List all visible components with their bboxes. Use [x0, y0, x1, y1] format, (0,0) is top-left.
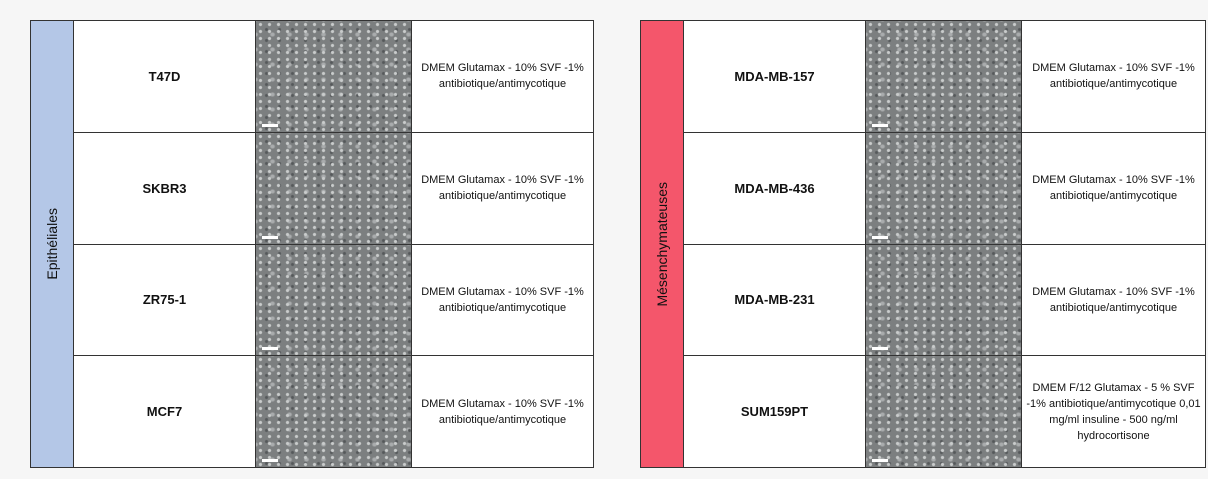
culture-medium: DMEM Glutamax - 10% SVF -1% antibiotique… — [421, 62, 584, 91]
culture-medium: DMEM F/12 Glutamax - 5 % SVF -1% antibio… — [1026, 381, 1201, 442]
cell-line: MDA-MB-157 — [684, 21, 866, 132]
scale-bar — [872, 123, 888, 127]
culture-medium: DMEM Glutamax - 10% SVF -1% antibiotique… — [1032, 174, 1195, 203]
table-row: SUM159PT DMEM F/12 Glutamax - 5 % SVF -1%… — [684, 356, 1205, 467]
scale-bar — [872, 459, 888, 462]
culture-medium: DMEM Glutamax - 10% SVF -1% antibiotique… — [421, 174, 584, 203]
rows: T47D DMEM Glutamax - 10% SVF -1% antibiot… — [74, 21, 593, 467]
table-row: T47D DMEM Glutamax - 10% SVF -1% antibiot… — [74, 21, 593, 133]
scale-bar — [262, 123, 278, 127]
scale-bar — [262, 459, 278, 462]
cell-line: ZR75-1 — [74, 244, 256, 356]
group-label: Epithéliales — [44, 208, 60, 280]
scale-bar — [262, 347, 278, 351]
scale-bar — [262, 235, 278, 239]
cell-line: MDA-MB-436 — [684, 132, 866, 244]
micrograph — [256, 244, 412, 356]
table-row: SKBR3 DMEM Glutamax - 10% SVF -1% antibio… — [74, 132, 593, 245]
culture-medium: DMEM Glutamax - 10% SVF -1% antibiotique… — [421, 397, 584, 426]
table-row: MDA-MB-157 DMEM Glutamax - 10% SVF -1% an… — [684, 21, 1205, 133]
micrograph — [256, 21, 412, 132]
group-cell: Epithéliales — [31, 21, 74, 467]
cell-table: Epithéliales T47D DMEM Glutamax - 10% SVF … — [30, 20, 594, 468]
micrograph — [866, 356, 1022, 467]
group-label: Mésenchymateuses — [654, 181, 670, 307]
cell-line: T47D — [74, 21, 256, 132]
micrograph — [866, 132, 1022, 244]
cell-table: Mésenchymateuses MDA-MB-157 DMEM Glutamax … — [640, 20, 1206, 468]
table-row: MDA-MB-436 DMEM Glutamax - 10% SVF -1% an… — [684, 132, 1205, 245]
culture-medium: DMEM Glutamax - 10% SVF -1% antibiotique… — [421, 285, 584, 314]
cell-line: MCF7 — [74, 356, 256, 467]
culture-medium: DMEM Glutamax - 10% SVF -1% antibiotique… — [1032, 285, 1195, 314]
micrograph — [866, 244, 1022, 356]
table-row: ZR75-1 DMEM Glutamax - 10% SVF -1% antibi… — [74, 244, 593, 357]
cell-line: MDA-MB-231 — [684, 244, 866, 356]
culture-medium: DMEM Glutamax - 10% SVF -1% antibiotique… — [1032, 62, 1195, 91]
rows: MDA-MB-157 DMEM Glutamax - 10% SVF -1% an… — [684, 21, 1205, 467]
cell-line: SKBR3 — [74, 132, 256, 244]
micrograph — [866, 21, 1022, 132]
micrograph — [256, 132, 412, 244]
micrograph — [256, 356, 412, 467]
table-row: MCF7 DMEM Glutamax - 10% SVF -1% antibiot… — [74, 356, 593, 467]
table-row: MDA-MB-231 DMEM Glutamax - 10% SVF -1% an… — [684, 244, 1205, 357]
cell-line: SUM159PT — [684, 356, 866, 467]
scale-bar — [872, 235, 888, 239]
group-cell: Mésenchymateuses — [641, 21, 684, 467]
scale-bar — [872, 347, 888, 351]
